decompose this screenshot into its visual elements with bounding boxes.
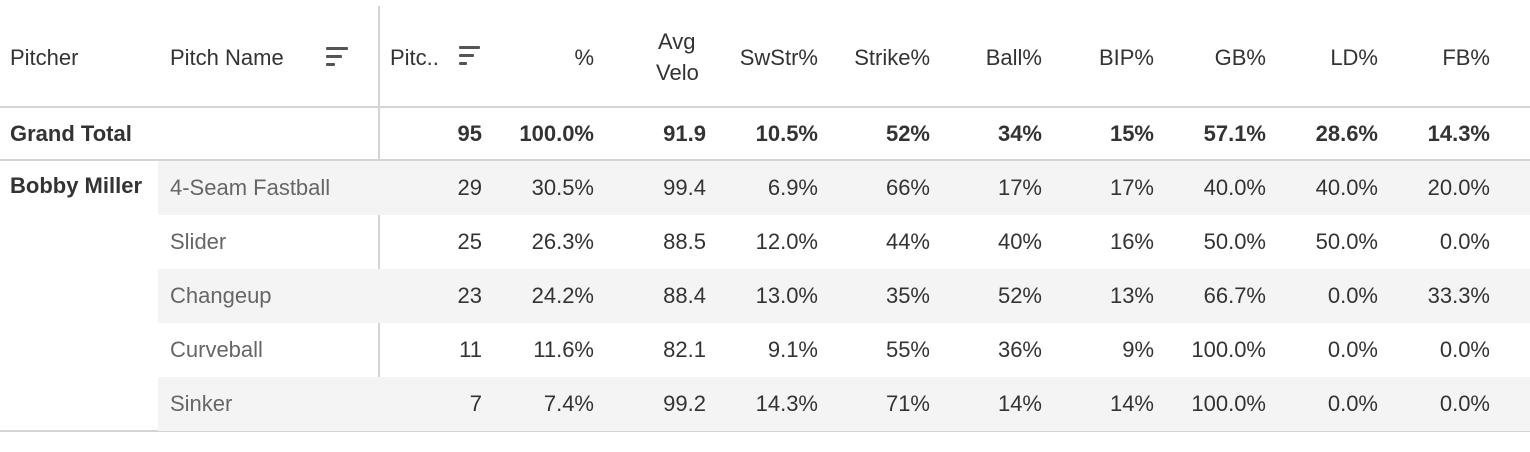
ball-cell: 40% [997, 229, 1042, 254]
strike-cell: 66% [885, 175, 930, 200]
bip-cell: 13% [1109, 283, 1154, 308]
pitcher-name[interactable]: Bobby Miller [10, 173, 143, 198]
swstr-cell: 12.0% [755, 229, 818, 254]
pct-cell: 11.6% [533, 337, 594, 362]
header-divider [0, 106, 1530, 108]
grand-total-bip: 15% [1109, 121, 1154, 146]
pitches-cell: 29 [457, 175, 482, 200]
bip-cell: 9% [1122, 337, 1154, 362]
column-divider [378, 6, 380, 432]
swstr-cell: 9.1% [767, 337, 818, 362]
header-ball[interactable]: Ball% [985, 45, 1042, 70]
grand-total-pct: 100.0% [519, 121, 594, 146]
gb-cell: 40.0% [1203, 175, 1266, 200]
swstr-cell: 6.9% [767, 175, 818, 200]
bottom-divider [0, 430, 1530, 432]
ld-cell: 50.0% [1315, 229, 1378, 254]
sort-icon[interactable] [326, 47, 350, 69]
header-pitch-name[interactable]: Pitch Name [170, 45, 284, 70]
pitch-name-cell: Changeup [170, 283, 272, 308]
fb-cell: 0.0% [1439, 337, 1490, 362]
sort-icon[interactable] [459, 46, 483, 68]
strike-cell: 35% [885, 283, 930, 308]
fb-cell: 0.0% [1439, 229, 1490, 254]
ball-cell: 17% [997, 175, 1042, 200]
pitch-name-cell: Sinker [170, 391, 233, 416]
grand-total-avg-velo: 91.9 [663, 121, 706, 146]
swstr-cell: 13.0% [755, 283, 818, 308]
fb-cell: 20.0% [1427, 175, 1490, 200]
ball-cell: 52% [997, 283, 1042, 308]
ball-cell: 14% [997, 391, 1042, 416]
pitches-cell: 7 [469, 391, 482, 416]
grand-total-ld: 28.6% [1315, 121, 1378, 146]
pitch-name-cell: Slider [170, 229, 227, 254]
pct-cell: 24.2% [531, 283, 594, 308]
strike-cell: 71% [885, 391, 930, 416]
ld-cell: 0.0% [1327, 337, 1378, 362]
grand-total-swstr: 10.5% [755, 121, 818, 146]
ball-cell: 36% [997, 337, 1042, 362]
grand-total-row: Grand Total 95 100.0% 91.9 10.5% 52% 34%… [0, 107, 1530, 159]
grand-total-fb: 14.3% [1427, 121, 1490, 146]
header-pitcher[interactable]: Pitcher [10, 45, 79, 70]
avg-velo-cell: 99.4 [663, 175, 706, 200]
pitch-name-cell: Curveball [170, 337, 263, 362]
table-row[interactable]: Sinker 7 7.4% 99.2 14.3% 71% 14% 14% 100… [0, 377, 1530, 431]
ld-cell: 0.0% [1327, 283, 1378, 308]
pct-cell: 7.4% [543, 391, 594, 416]
grand-total-label: Grand Total [10, 121, 132, 146]
grand-total-ball: 34% [997, 121, 1042, 146]
table-row[interactable]: Changeup 23 24.2% 88.4 13.0% 35% 52% 13%… [0, 269, 1530, 323]
grand-total-strike: 52% [885, 121, 930, 146]
pitch-name-cell: 4-Seam Fastball [170, 175, 331, 200]
gb-cell: 100.0% [1191, 337, 1266, 362]
header-avg-velo-line1: Avg [658, 29, 696, 54]
bip-cell: 14% [1109, 391, 1154, 416]
pct-cell: 30.5% [531, 175, 594, 200]
header-fb[interactable]: FB% [1442, 45, 1490, 70]
table-row[interactable]: Curveball 11 11.6% 82.1 9.1% 55% 36% 9% … [0, 323, 1530, 377]
gb-cell: 66.7% [1203, 283, 1266, 308]
header-bip[interactable]: BIP% [1098, 45, 1154, 70]
avg-velo-cell: 99.2 [663, 391, 706, 416]
avg-velo-cell: 82.1 [663, 337, 706, 362]
avg-velo-cell: 88.4 [663, 283, 706, 308]
ld-cell: 40.0% [1315, 175, 1378, 200]
gb-cell: 50.0% [1203, 229, 1266, 254]
gb-cell: 100.0% [1191, 391, 1266, 416]
row-band [158, 269, 1530, 323]
header-pitches[interactable]: Pitc.. [390, 45, 439, 70]
header-strike[interactable]: Strike% [854, 45, 930, 70]
grand-total-pitches: 95 [457, 121, 482, 146]
pitches-cell: 23 [457, 283, 482, 308]
header-swstr[interactable]: SwStr% [739, 45, 818, 70]
header-gb[interactable]: GB% [1214, 45, 1266, 70]
header-ld[interactable]: LD% [1330, 45, 1378, 70]
swstr-cell: 14.3% [755, 391, 818, 416]
row-band [158, 161, 1530, 215]
ld-cell: 0.0% [1327, 391, 1378, 416]
header-avg-velo-line2: Velo [656, 60, 699, 85]
row-band [158, 377, 1530, 431]
table-row[interactable]: Slider 25 26.3% 88.5 12.0% 44% 40% 16% 5… [0, 215, 1530, 269]
pitches-cell: 11 [459, 337, 482, 362]
avg-velo-cell: 88.5 [663, 229, 706, 254]
strike-cell: 55% [885, 337, 930, 362]
bip-cell: 17% [1109, 175, 1154, 200]
total-divider [0, 159, 1530, 161]
bip-cell: 16% [1109, 229, 1154, 254]
table-header: Pitcher Pitch Name Pitc.. % Avg Velo SwS… [0, 0, 1530, 107]
fb-cell: 0.0% [1439, 391, 1490, 416]
pitches-cell: 25 [457, 229, 482, 254]
fb-cell: 33.3% [1427, 283, 1490, 308]
table-row[interactable]: 4-Seam Fastball 29 30.5% 99.4 6.9% 66% 1… [0, 161, 1530, 215]
grand-total-gb: 57.1% [1203, 121, 1266, 146]
header-pct[interactable]: % [574, 45, 594, 70]
strike-cell: 44% [885, 229, 930, 254]
pct-cell: 26.3% [531, 229, 594, 254]
